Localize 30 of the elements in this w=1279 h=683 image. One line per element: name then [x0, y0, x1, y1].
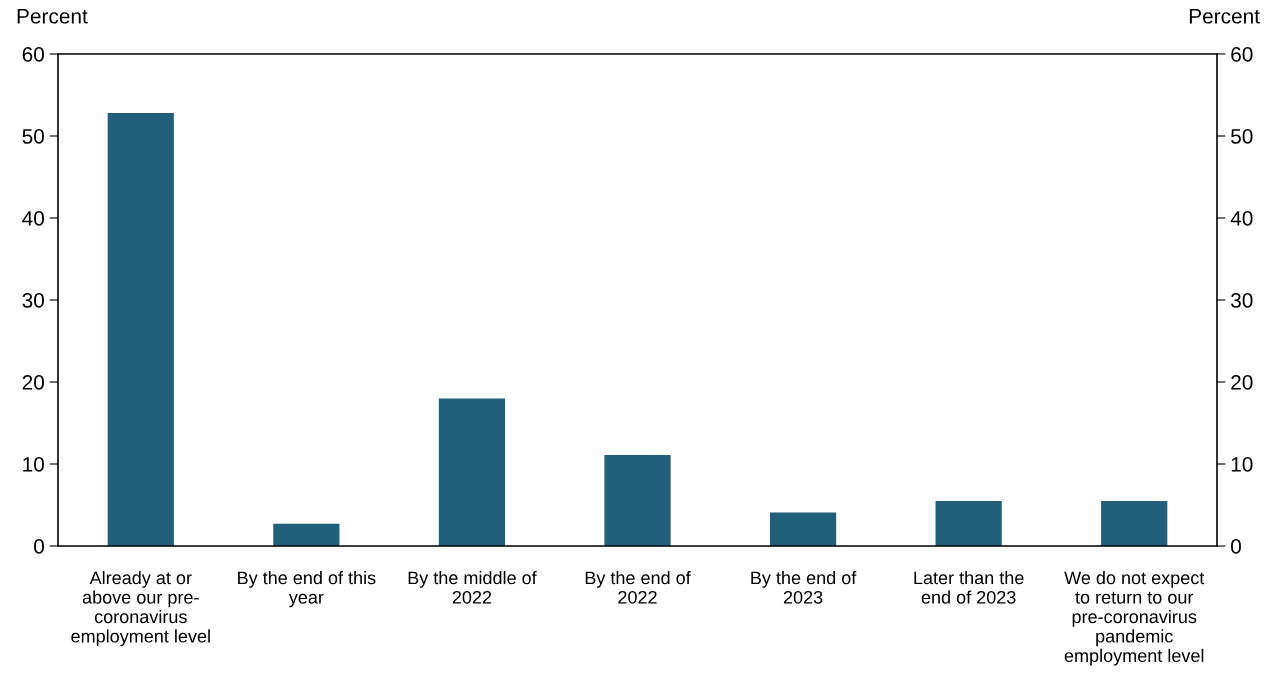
y2-tick-label: 20: [1231, 375, 1253, 390]
y2-tick-label: 40: [1230, 211, 1253, 226]
bar: [935, 500, 1002, 546]
x-tick-label: Later than the end of 2023: [914, 571, 1024, 604]
y-tick-label: 60: [22, 47, 44, 62]
y2-tick-label: 50: [1231, 129, 1253, 144]
bar: [273, 523, 340, 546]
y-tick-label: 10: [23, 457, 44, 472]
bar: [107, 113, 174, 546]
x-tick-label: We do not expect to return to our pre-coronavirus pandemic employment level: [1064, 571, 1205, 666]
bar: [604, 454, 671, 546]
y2-tick-label: 30: [1230, 293, 1253, 308]
x-tick-label: By the end of this year: [238, 571, 376, 608]
x-tick-label: By the middle of 2022: [408, 571, 537, 604]
bar: [438, 398, 506, 546]
x-tick-label: By the end of 2023: [751, 571, 857, 604]
y-tick-label: 0: [34, 539, 44, 554]
y2-tick-label: 10: [1231, 457, 1253, 472]
bar: [1101, 500, 1168, 546]
y2-tick-label: 0: [1231, 539, 1241, 554]
y2-axis-title: Percent: [1189, 9, 1260, 24]
x-tick-label: Already at or above our pre- coronavirus employment level: [71, 571, 210, 647]
y-tick-label: 40: [22, 211, 44, 226]
bar: [769, 512, 837, 546]
y-tick-label: 30: [22, 293, 44, 308]
y-tick-label: 20: [22, 375, 44, 390]
y2-tick-label: 60: [1231, 47, 1253, 62]
y-axis-title: Percent: [17, 9, 88, 24]
x-tick-label: By the end of 2022: [585, 571, 691, 604]
y-tick-label: 50: [22, 129, 44, 144]
